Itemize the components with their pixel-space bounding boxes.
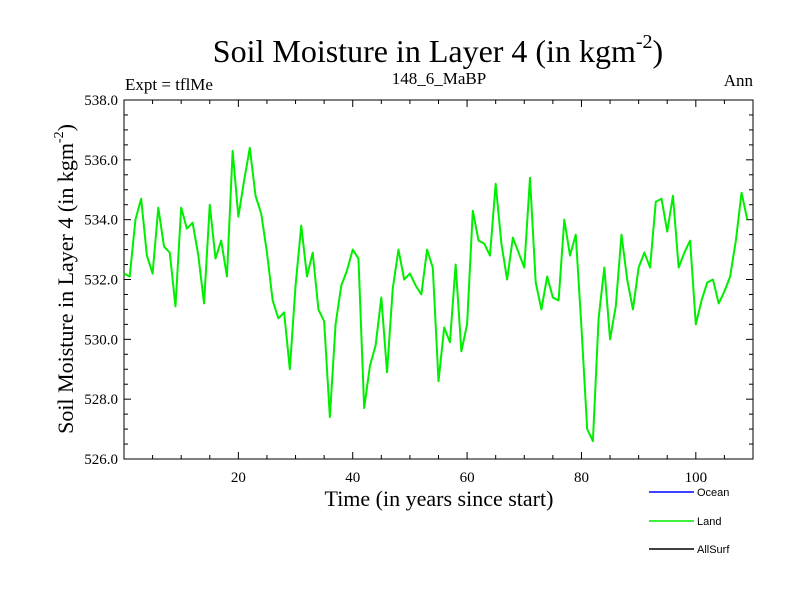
- legend: Ocean Land AllSurf: [649, 487, 730, 556]
- experiment-label: Expt = tflMe: [125, 75, 213, 94]
- y-tick-label: 526.0: [84, 452, 118, 468]
- plot-frame: [123, 99, 754, 460]
- series-line-land: [123, 146, 749, 443]
- y-tick-label: 536.0: [84, 153, 118, 169]
- x-tick-label: 80: [574, 470, 589, 486]
- x-tick-label: 40: [345, 470, 360, 486]
- y-axis-label: Soil Moisture in Layer 4 (in kgm-2): [52, 124, 78, 434]
- legend-label-allsurf: AllSurf: [697, 544, 730, 556]
- data-series: [123, 146, 749, 443]
- y-tick-label: 538.0: [84, 93, 118, 109]
- x-tick-label: 100: [685, 470, 708, 486]
- legend-label-ocean: Ocean: [697, 487, 729, 499]
- y-tick-label: 534.0: [84, 213, 118, 229]
- chart-title: Soil Moisture in Layer 4 (in kgm-2): [213, 31, 663, 69]
- x-axis-label: Time (in years since start): [325, 486, 554, 511]
- axis-ticks: 526.0 528.0 530.0 532.0 534.0 536.0 538.0 20 40 6…: [84, 93, 753, 486]
- y-tick-label: 530.0: [84, 332, 118, 348]
- legend-label-land: Land: [697, 516, 721, 528]
- period-label: 148_6_MaBP: [392, 69, 486, 88]
- x-tick-label: 20: [231, 470, 246, 486]
- y-tick-label: 532.0: [84, 273, 118, 289]
- x-tick-label: 60: [460, 470, 475, 486]
- season-label: Ann: [724, 71, 754, 90]
- y-tick-label: 528.0: [84, 392, 118, 408]
